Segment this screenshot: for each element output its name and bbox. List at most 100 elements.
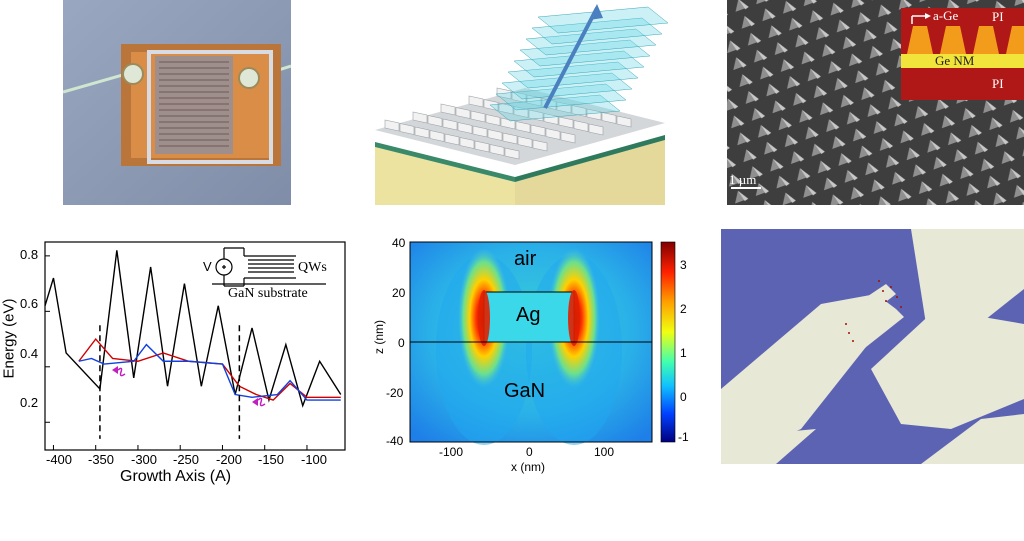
region-air-label: air (514, 248, 537, 270)
xtick-label: -100 (439, 445, 464, 459)
pyramid-element (468, 95, 484, 108)
region-ag-label: Ag (516, 304, 541, 326)
field-map: air Ag GaN z (nm) x (nm) 40 20 0 -20 -40… (364, 230, 698, 478)
pyramid-element (498, 102, 514, 115)
pyramid-element (474, 140, 490, 153)
light-wavefront (525, 28, 657, 56)
pyramid-element (532, 139, 548, 152)
pyramid-element (545, 128, 561, 140)
plot-frame (44, 241, 346, 451)
nanostructure-3d-render (365, 0, 677, 205)
energy-plot-xlabel: Growth Axis (A) (120, 468, 232, 485)
inset-v-label: V (203, 259, 212, 274)
pyramid-element (399, 123, 415, 135)
sem-texture (727, 0, 1024, 205)
region-gan-label: GaN (504, 380, 546, 402)
xtick-label: -300 (131, 452, 158, 467)
pyramid-element (427, 115, 443, 127)
pyramid-element (444, 133, 460, 146)
pyramid-element (601, 112, 617, 124)
pyramid-element (457, 122, 473, 134)
light-wavefront (537, 6, 669, 34)
ytick-label: 0.8 (20, 247, 39, 262)
pyramid-element (455, 107, 471, 119)
energy-plot-svg (44, 241, 346, 451)
pyramid-element (472, 125, 488, 138)
light-wavefront (495, 83, 627, 111)
xtick-label: 0 (526, 445, 533, 459)
pyramid-element (515, 121, 531, 133)
ytick-label: 0.2 (20, 395, 39, 410)
pyramid-element (558, 116, 574, 129)
pyramid-element (489, 144, 505, 156)
inset-label-ge-nm: Ge NM (935, 53, 975, 68)
light-wavefront (501, 72, 633, 100)
field-map-ylabel: z (nm) (372, 320, 386, 354)
pyramid-element (442, 118, 458, 131)
field-map-svg (409, 241, 676, 445)
nanostructure-drawing (375, 4, 669, 205)
ytick-label: 0.4 (20, 346, 39, 361)
light-wavefront (519, 39, 651, 67)
pyramid-element (571, 105, 587, 117)
inset-label-pi-bottom: PI (992, 76, 1004, 91)
sem-image: PI a-Ge Ge NM PI 1 µm (727, 0, 1024, 205)
xtick-label: -100 (301, 452, 328, 467)
xtick-label: -250 (173, 452, 200, 467)
xtick-label: 100 (594, 445, 615, 459)
light-wavefront (513, 50, 645, 78)
cbar-tick-label: 3 (680, 258, 687, 272)
xtick-label: -400 (46, 452, 73, 467)
pyramid-element (560, 131, 576, 144)
inset-substrate-label: GaN substrate (228, 286, 308, 301)
light-wavefront (489, 94, 621, 122)
optical-micrograph (721, 229, 1024, 464)
pyramid-element (530, 124, 546, 137)
cbar-tick-label: 2 (680, 302, 687, 316)
pyramid-element (485, 114, 501, 126)
xtick-label: -200 (216, 452, 243, 467)
pyramid-element (412, 111, 428, 124)
pyramid-element (414, 126, 430, 139)
xtick-label: -350 (88, 452, 115, 467)
pyramid-element (616, 115, 632, 128)
pyramid-element (586, 108, 602, 121)
ytick-label: 0.6 (20, 296, 39, 311)
scale-bar-label: 1 µm (729, 172, 757, 187)
light-wavefront (507, 61, 639, 89)
pyramid-element (517, 136, 533, 148)
inset-qws-label: QWs (298, 260, 327, 275)
pyramid-element (470, 110, 486, 123)
inset-label-a-ge: a-Ge (933, 8, 959, 23)
xtick-label: -150 (258, 452, 285, 467)
light-wavefront (531, 17, 663, 45)
device-photo-drawing (63, 0, 291, 205)
pyramid-element (487, 129, 503, 141)
device-photo (63, 0, 291, 205)
series-line-0 (44, 250, 342, 408)
energy-plot-ylabel: Energy (eV) (0, 298, 18, 379)
ytick-label: -20 (386, 386, 404, 400)
cbar-tick-label: -1 (678, 430, 689, 444)
circuit-inset (212, 247, 326, 287)
pyramid-element (459, 137, 475, 149)
inset-label-pi-top: PI (992, 9, 1004, 24)
ytick-label: -40 (386, 434, 404, 448)
pyramid-element (511, 91, 527, 103)
cbar-tick-label: 1 (680, 346, 687, 360)
field-map-xlabel: x (nm) (511, 460, 545, 474)
pyramid-element (384, 119, 400, 132)
pyramid-element (429, 130, 445, 142)
electrode-drawing (721, 229, 1024, 464)
pyramid-element (502, 132, 518, 145)
cbar-tick-label: 0 (680, 390, 687, 404)
energy-band-plot: Energy (eV) Growth Axis (A) V QWs GaN su… (0, 230, 350, 490)
ytick-label: 0 (398, 336, 405, 350)
series-line-2 (78, 343, 341, 401)
pyramid-element (573, 120, 589, 132)
pyramid-element (440, 103, 456, 116)
pyramid-element (504, 147, 520, 160)
ytick-label: 40 (392, 236, 406, 250)
ytick-label: 20 (392, 286, 406, 300)
pyramid-element (588, 123, 604, 136)
